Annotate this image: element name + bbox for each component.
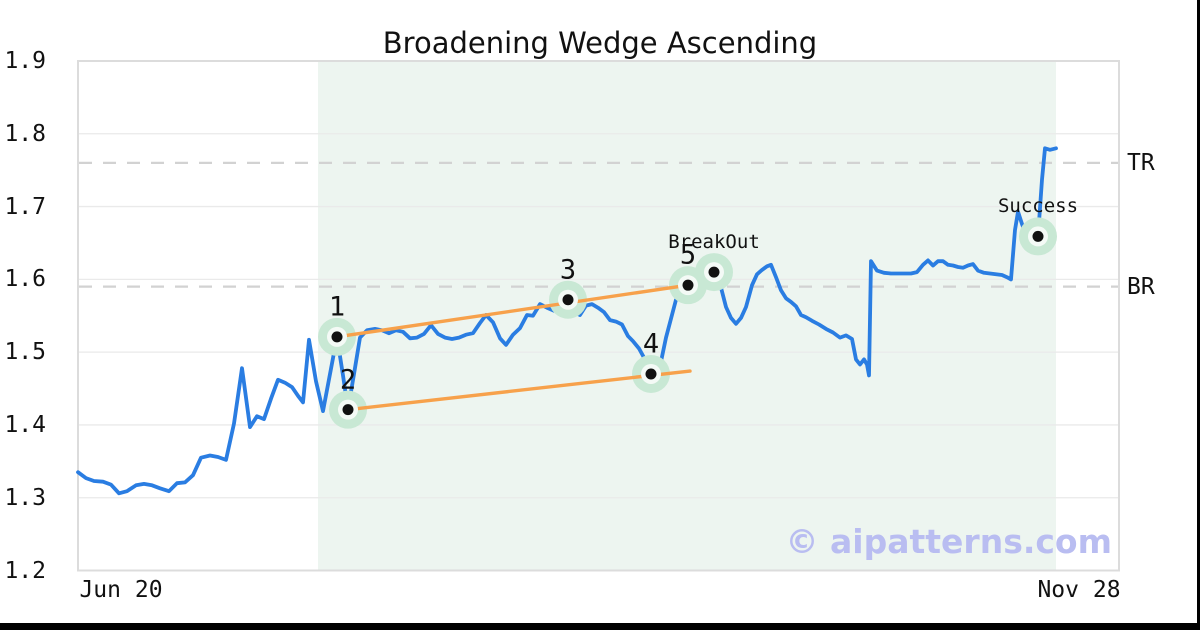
marker-dot-success (1032, 230, 1044, 242)
annotation-5: 5 (679, 239, 697, 271)
chart-title: Broadening Wedge Ascending (382, 26, 818, 60)
y-tick-label: 1.9 (4, 48, 46, 74)
annotation-success: Success (997, 195, 1079, 218)
level-label-br: BR (1127, 273, 1155, 300)
y-tick-label: 1.7 (4, 193, 46, 220)
annotation-breakout: BreakOut (668, 231, 760, 254)
x-tick-label: Jun 20 (79, 577, 163, 603)
marker-dot-3 (562, 294, 574, 306)
pattern-region-highlight (318, 62, 1056, 570)
y-tick-label: 1.4 (4, 411, 46, 438)
y-tick-label: 1.3 (4, 484, 46, 511)
marker-dot-breakout (708, 266, 720, 278)
marker-dot-2 (342, 404, 354, 416)
level-label-tr: TR (1127, 149, 1155, 176)
annotation-3: 3 (559, 254, 577, 286)
x-tick-label: Nov 28 (1037, 577, 1121, 603)
annotation-4: 4 (642, 328, 660, 360)
y-tick-label: 1.8 (4, 120, 46, 147)
price-line (76, 146, 1058, 496)
y-tick-label: 1.5 (4, 339, 46, 366)
y-tick-label: 1.6 (4, 266, 46, 293)
watermark: © aipatterns.com (785, 522, 1112, 561)
annotation-2: 2 (339, 364, 357, 396)
marker-dot-4 (645, 368, 657, 380)
annotation-1: 1 (328, 291, 346, 323)
marker-dot-5 (682, 279, 694, 291)
y-tick-label: 1.2 (4, 557, 46, 584)
marker-dot-1 (331, 331, 343, 343)
trendline-upper (335, 283, 690, 339)
plot-border (77, 60, 1120, 572)
screen-edge-right (1197, 0, 1200, 630)
screen-edge-bottom (0, 623, 1200, 630)
trendline-lower (346, 369, 692, 412)
